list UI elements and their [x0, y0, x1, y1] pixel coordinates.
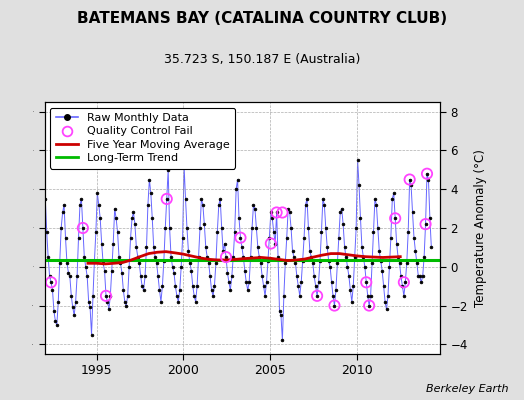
Point [423, 170, 431, 177]
Text: BATEMANS BAY (CATALINA COUNTRY CLUB): BATEMANS BAY (CATALINA COUNTRY CLUB) [77, 11, 447, 26]
Point [236, 234, 245, 241]
Point [365, 302, 373, 309]
Point [162, 196, 171, 202]
Point [421, 221, 430, 227]
Point [406, 176, 414, 183]
Point [391, 215, 399, 222]
Point [267, 240, 275, 247]
Point [278, 209, 287, 216]
Point [400, 279, 408, 286]
Y-axis label: Temperature Anomaly (°C): Temperature Anomaly (°C) [474, 149, 486, 307]
Point [79, 225, 87, 231]
Text: 35.723 S, 150.187 E (Australia): 35.723 S, 150.187 E (Australia) [164, 53, 360, 66]
Point [362, 279, 370, 286]
Legend: Raw Monthly Data, Quality Control Fail, Five Year Moving Average, Long-Term Tren: Raw Monthly Data, Quality Control Fail, … [50, 108, 235, 169]
Point [313, 293, 321, 299]
Point [222, 254, 230, 260]
Point [102, 293, 110, 299]
Point [272, 209, 281, 216]
Point [47, 279, 55, 286]
Point [330, 302, 339, 309]
Text: Berkeley Earth: Berkeley Earth [426, 384, 508, 394]
